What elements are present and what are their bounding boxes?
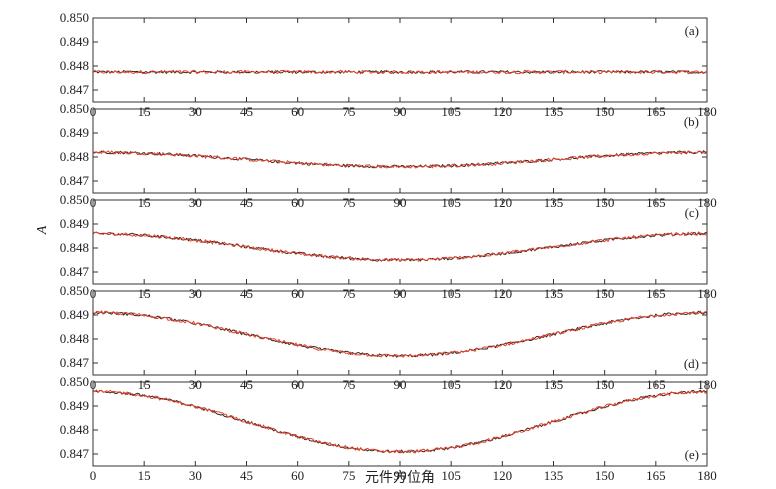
y-tick-label: 0.849 [60, 307, 89, 322]
panel-4: 0.8470.8480.8490.85001530456075901051201… [60, 283, 717, 392]
series-fitted-line [93, 150, 707, 169]
y-tick-label: 0.848 [60, 58, 89, 73]
y-tick-label: 0.850 [60, 374, 89, 389]
panel-label: (c) [685, 205, 699, 220]
series-measured-line [93, 389, 707, 454]
y-tick-label: 0.850 [60, 192, 89, 207]
series-fitted-line [93, 389, 707, 454]
x-axis-label: 元件方位角 [365, 470, 435, 486]
x-tick-label: 135 [544, 468, 564, 483]
y-tick-label: 0.850 [60, 101, 89, 116]
x-tick-label: 90 [394, 468, 407, 483]
x-tick-label: 150 [595, 468, 615, 483]
x-tick-label: 15 [138, 468, 151, 483]
y-tick-label: 0.847 [60, 82, 90, 97]
x-tick-label: 165 [646, 468, 666, 483]
y-tick-label: 0.847 [60, 446, 90, 461]
y-tick-label: 0.850 [60, 283, 89, 298]
panel-frame [92, 108, 708, 194]
panel-frame [92, 17, 708, 103]
x-tick-label: 75 [342, 468, 355, 483]
x-tick-label: 120 [493, 468, 513, 483]
y-tick-label: 0.850 [60, 10, 89, 25]
y-tick-label: 0.849 [60, 398, 89, 413]
panel-frame [92, 381, 708, 467]
panel-label: (a) [685, 23, 699, 38]
series-fitted-line [93, 310, 707, 358]
series-measured-line [93, 231, 707, 263]
panel-label: (b) [684, 114, 699, 129]
panel-3: 0.8470.8480.8490.85001530456075901051201… [60, 192, 717, 301]
y-tick-label: 0.849 [60, 34, 89, 49]
x-tick-label: 105 [441, 468, 461, 483]
panel-frame [92, 290, 708, 376]
y-tick-label: 0.848 [60, 422, 89, 437]
x-tick-label: 30 [189, 468, 202, 483]
panel-frame [92, 199, 708, 285]
panel-1: 0.8470.8480.8490.85001530456075901051201… [60, 10, 717, 119]
y-axis-label: A [35, 225, 50, 235]
x-tick-label: 45 [240, 468, 253, 483]
panel-label: (e) [685, 447, 699, 462]
panel-2: 0.8470.8480.8490.85001530456075901051201… [60, 101, 717, 210]
y-tick-label: 0.847 [60, 355, 90, 370]
panel-label: (d) [684, 356, 699, 371]
y-tick-label: 0.848 [60, 240, 89, 255]
y-tick-label: 0.847 [60, 264, 90, 279]
panels-group: 0.847 0.848 0.849 0.850 0 15 30 45 60 75 90 105 120 1… [60, 10, 717, 483]
series-fitted-line [93, 69, 707, 75]
x-tick-label: 0 [90, 468, 97, 483]
y-tick-label: 0.848 [60, 331, 89, 346]
series-measured-line [93, 310, 707, 358]
panel-5: 0.847 0.848 0.849 0.850 0 15 30 45 60 75 90 105 120 1… [60, 374, 717, 483]
y-tick-label: 0.849 [60, 125, 89, 140]
x-tick-label: 180 [697, 468, 717, 483]
y-tick-label: 0.848 [60, 149, 89, 164]
series-fitted-line [93, 231, 707, 263]
series-measured-line [93, 150, 707, 169]
y-tick-label: 0.847 [60, 173, 90, 188]
x-tick-label: 60 [291, 468, 304, 483]
y-tick-label: 0.849 [60, 216, 89, 231]
